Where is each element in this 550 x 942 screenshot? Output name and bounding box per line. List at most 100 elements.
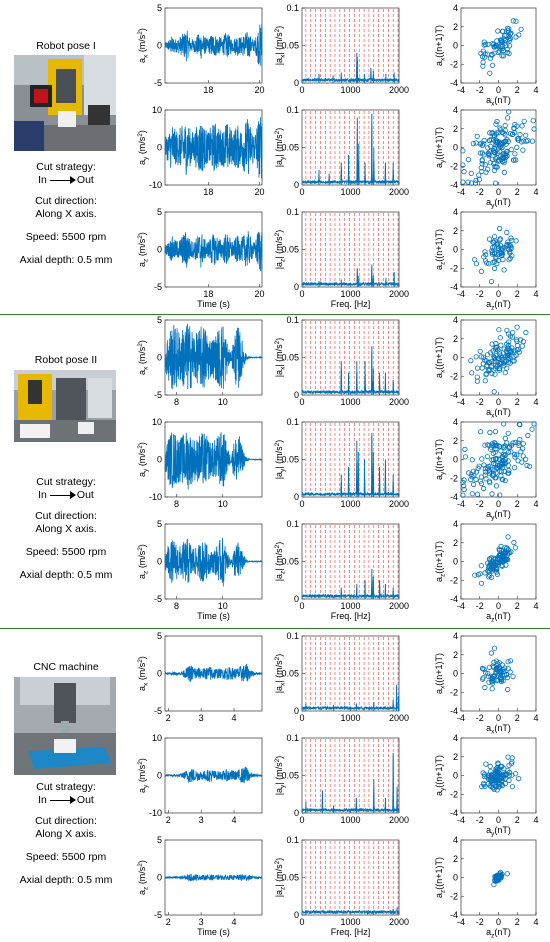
scatter-point: [514, 324, 520, 330]
y-axis-label: |ay| (m/s2): [274, 440, 287, 480]
scatter-point: [491, 43, 497, 50]
label-part: ): [137, 28, 147, 31]
scatter-point: [490, 566, 496, 572]
scatter-point: [492, 783, 498, 789]
y-tick-label: 2: [453, 854, 458, 864]
scatter-point: [525, 432, 531, 439]
scatter-point: [497, 225, 503, 232]
y-tick-label: 0: [294, 910, 299, 920]
y-axis-label: ax((n+1)T): [434, 337, 447, 378]
scatter-point: [495, 246, 501, 252]
label-part: x: [440, 685, 447, 689]
scatter-point: [487, 429, 493, 436]
x-tick-label: -4: [457, 397, 465, 407]
robot-pose-2-photo: [14, 370, 116, 442]
x-tick-label: 1000: [340, 85, 360, 95]
scatter-point: [519, 459, 525, 465]
scatter-point: [501, 452, 508, 458]
group-info-robot-pose-2: Robot pose II: [0, 354, 132, 373]
x-tick-label: 2: [515, 601, 520, 611]
label-part: | (m/s: [274, 864, 284, 887]
label-part: ): [274, 542, 284, 545]
y-tick-label: 0: [453, 455, 458, 465]
y-tick-label: -2: [450, 263, 458, 273]
y-tick-label: 0.1: [286, 207, 299, 217]
scatter-point: [505, 430, 511, 436]
x-axis-label: Freq. [Hz]: [331, 927, 371, 937]
scatter-point: [516, 442, 522, 449]
y-tick-label: 0: [453, 245, 458, 255]
scatter-point: [487, 143, 494, 149]
scatter-point: [503, 440, 510, 446]
scatter-point: [492, 180, 499, 186]
x-axis-label: Time (s): [197, 299, 230, 309]
y-tick-label: 0: [157, 455, 162, 465]
label-part: (m/s: [137, 448, 147, 468]
scatter-point: [489, 686, 495, 692]
x-tick-label: 1000: [340, 917, 360, 927]
scatter-point: [494, 555, 500, 561]
scatter-point: [500, 53, 507, 59]
scatter-point: [491, 239, 497, 245]
depth-text: Axial depth: 0.5 mm: [19, 874, 113, 886]
scatter-point: [512, 771, 519, 777]
y-tick-label: 0.05: [281, 245, 299, 255]
label-part: (m/s: [137, 136, 147, 156]
scatter-point: [492, 441, 498, 447]
x-axis-label: ay(nT): [486, 509, 511, 522]
scatter-point: [517, 421, 523, 428]
y-tick-label: 2: [453, 334, 458, 344]
scatter-point: [531, 126, 537, 132]
scatter-point: [502, 138, 508, 144]
spectrum-line: [301, 756, 400, 813]
scatter-point: [503, 43, 509, 49]
cut-direction-label: Cut direction:: [35, 195, 97, 207]
scatter-point: [505, 659, 511, 665]
scatter-point: [525, 138, 531, 144]
y-axis-label: ay (m/s2): [137, 130, 150, 165]
x-tick-label: 4: [533, 917, 538, 927]
scatter-point: [493, 566, 499, 572]
scatter-point: [489, 244, 496, 251]
label-part: x: [440, 369, 447, 373]
x-axis-label: Freq. [Hz]: [331, 299, 371, 309]
label-part: 2: [137, 659, 144, 663]
y-tick-label: 0.1: [286, 105, 299, 115]
scatter-point: [470, 481, 477, 488]
label-part: (nT): [494, 407, 511, 417]
y-tick-label: 0: [157, 557, 162, 567]
scatter-point: [510, 440, 516, 446]
scatter-point: [501, 363, 507, 369]
x-tick-label: 0: [299, 815, 304, 825]
scatter-point: [480, 485, 487, 492]
scatter-point: [502, 477, 508, 484]
scatter-point: [511, 464, 518, 471]
scatter-point: [512, 439, 519, 445]
scatter-point: [514, 136, 521, 142]
scatter-point: [474, 374, 480, 380]
scatter-point: [516, 775, 522, 782]
scatter-point: [478, 563, 484, 569]
y-tick-label: -4: [450, 910, 458, 920]
y-tick-label: 4: [453, 105, 458, 115]
scatter-point: [497, 360, 503, 366]
scatter-point: [505, 345, 512, 351]
label-part: x: [280, 54, 287, 58]
x-axis-label: Time (s): [197, 611, 230, 621]
y-axis-label: ay (m/s2): [137, 442, 150, 477]
y-axis-label: ay((n+1)T): [434, 127, 447, 168]
label-part: x: [491, 101, 495, 108]
scatter-point: [482, 51, 488, 57]
label-part: x: [143, 682, 150, 686]
y-axis-label: ax (m/s2): [137, 656, 150, 691]
x-axis-label: az(nT): [486, 611, 511, 624]
scatter-point: [469, 491, 475, 497]
y-tick-label: 4: [453, 315, 458, 325]
label-part: 2: [137, 761, 144, 765]
scatter-point: [492, 428, 498, 435]
label-part: |a: [274, 472, 284, 479]
label-part: 2: [137, 547, 144, 551]
x-tick-label: 0: [496, 289, 501, 299]
scatter-point: [508, 761, 514, 767]
depth-text: Axial depth: 0.5 mm: [19, 569, 113, 581]
